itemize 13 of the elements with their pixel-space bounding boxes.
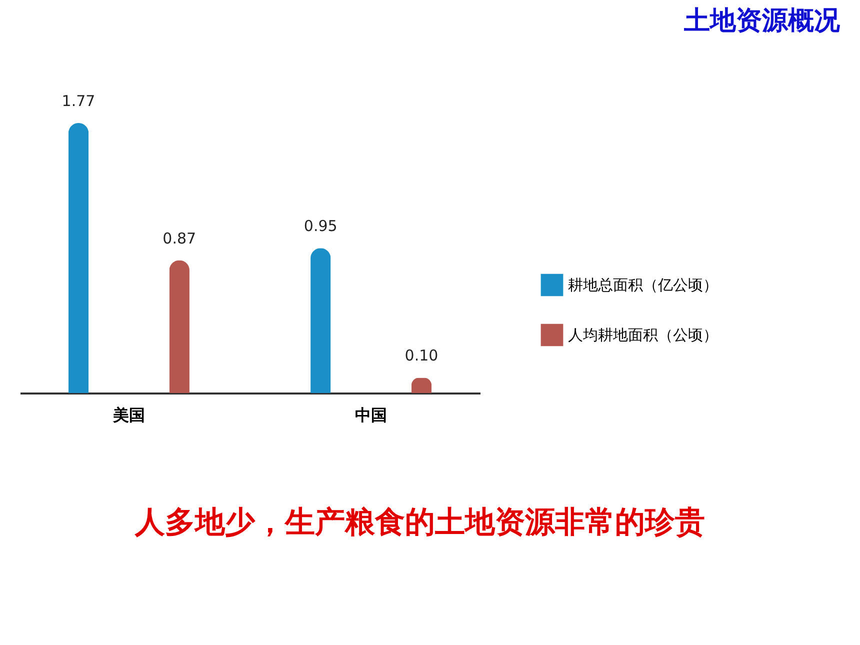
bar (68, 123, 89, 393)
bar (310, 248, 331, 393)
text: 土地资源概况 (683, 6, 841, 36)
data-label: 0.87 (162, 229, 196, 248)
x-tick-label: 美国 (112, 406, 145, 424)
data-label: 1.77 (62, 92, 96, 110)
legend-label: 人均耕地面积（公顷） (568, 326, 718, 344)
data-label: 0.95 (304, 217, 338, 236)
legend-label: 耕地总面积（亿公顷） (568, 276, 718, 294)
data-label: 0.10 (404, 346, 438, 365)
text: 人多地少，生产粮食的土地资源非常的珍贵 (134, 505, 705, 540)
x-tick-label: 中国 (355, 406, 388, 424)
bar (169, 260, 190, 393)
